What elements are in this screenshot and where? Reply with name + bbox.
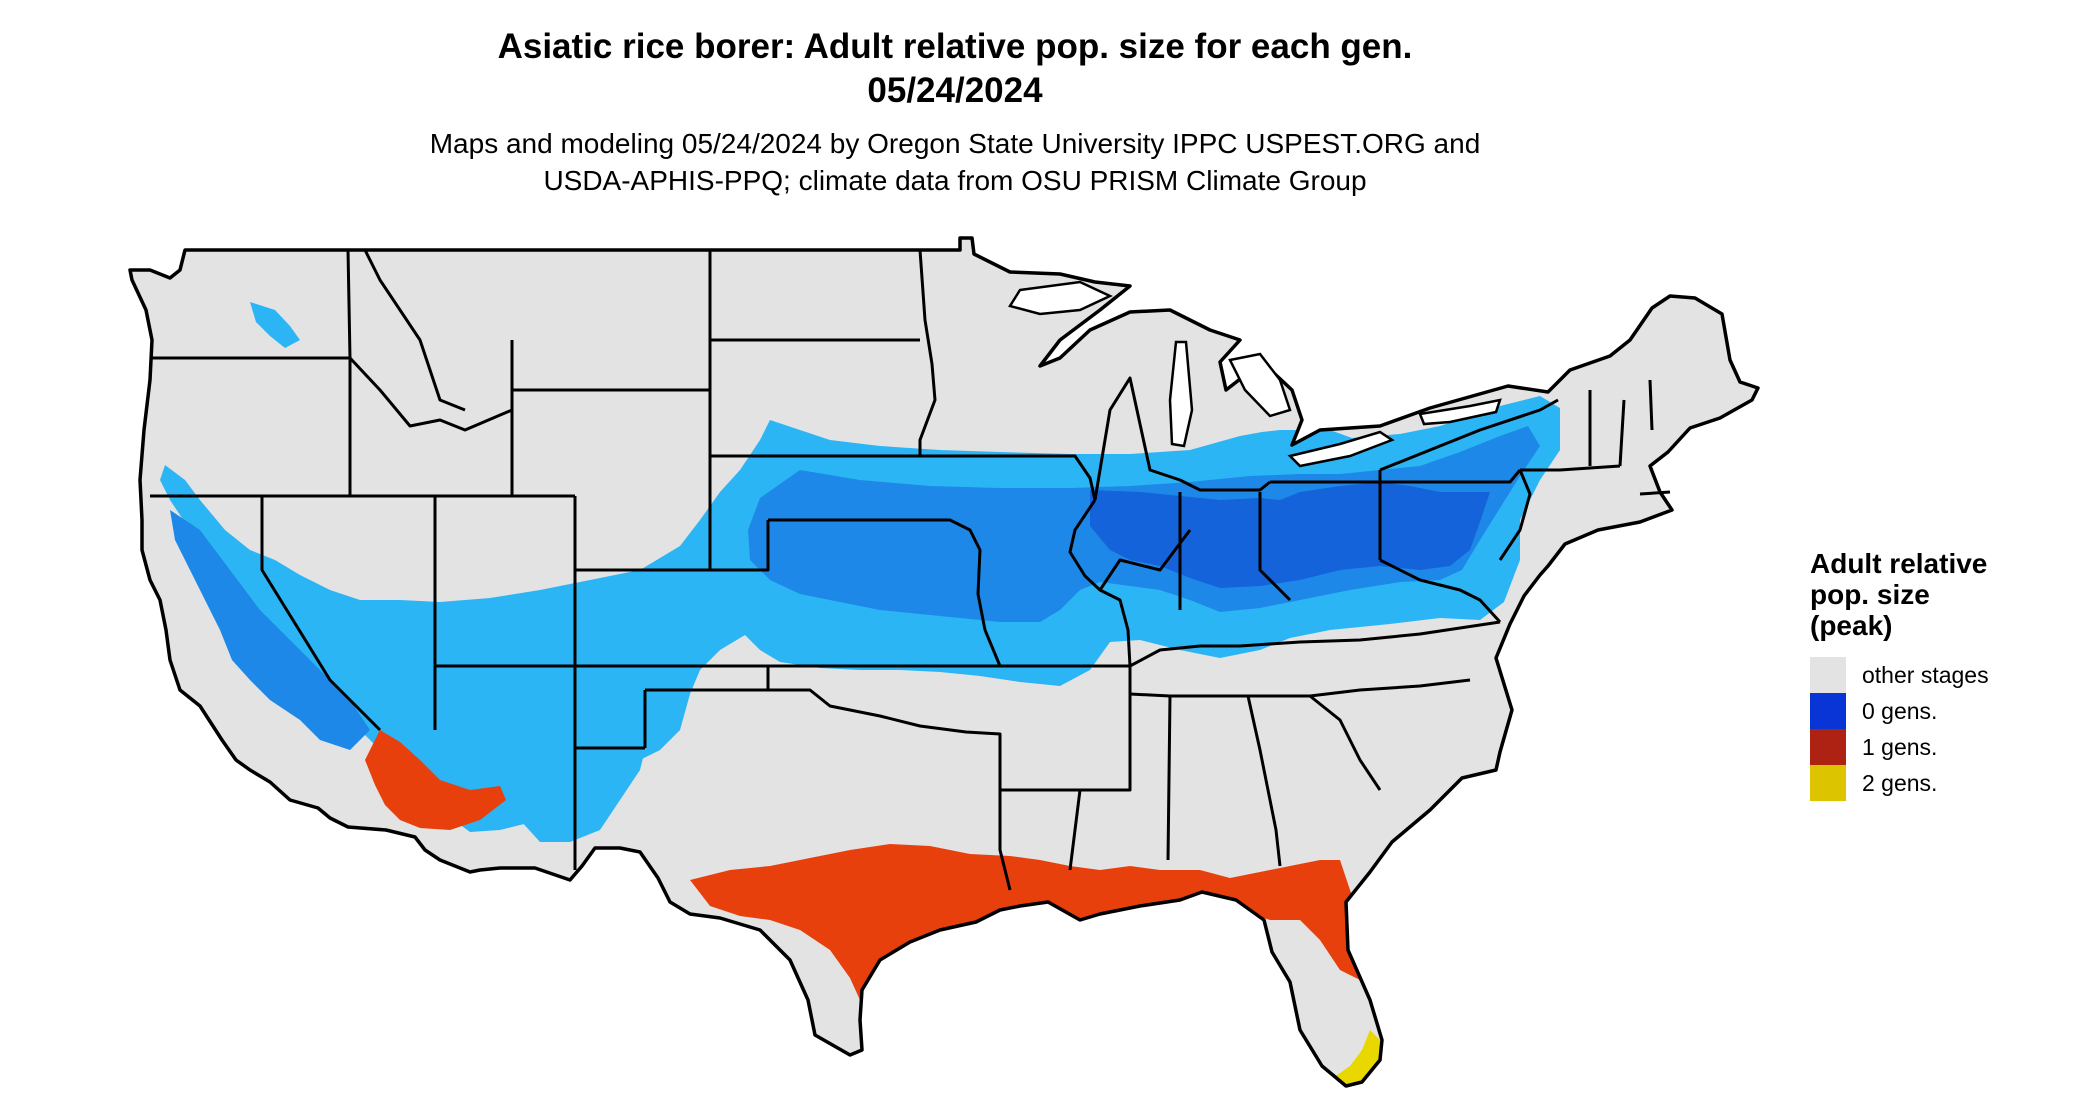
phenology-zones (160, 302, 1560, 1086)
us-outline (128, 236, 1760, 1088)
legend-swatch-2-gens (1810, 765, 1846, 801)
map-subtitle-line-2: USDA-APHIS-PPQ; climate data from OSU PR… (543, 165, 1367, 196)
state-borders (150, 249, 1671, 891)
legend-title: Adult relative pop. size (peak) (1810, 548, 2090, 641)
legend-label-2-gens: 2 gens. (1862, 769, 1938, 796)
legend-item-0-gens: 0 gens. (1810, 693, 2090, 729)
legend-title-line-3: (peak) (1810, 610, 1893, 641)
zone-blue-west (170, 510, 370, 750)
zone-blue-dark (1090, 482, 1490, 588)
zone-red-gulf (690, 844, 1370, 1020)
legend-item-2-gens: 2 gens. (1810, 765, 2090, 801)
great-lakes (1008, 280, 1502, 468)
legend-label-other-stages: other stages (1862, 661, 1989, 688)
zone-blue-washington (250, 302, 300, 348)
us-map (128, 236, 1760, 1088)
legend-swatch-other-stages (1810, 657, 1846, 693)
map-title: Asiatic rice borer: Adult relative pop. … (497, 27, 1413, 66)
legend-item-1-gens: 1 gens. (1810, 729, 2090, 765)
map-date: 05/24/2024 (867, 71, 1043, 110)
legend-swatch-0-gens (1810, 693, 1846, 729)
legend-item-other-stages: other stages (1810, 657, 2090, 693)
zone-blue-southwest (510, 620, 650, 842)
legend-swatch-1-gens (1810, 729, 1846, 765)
legend-title-line-2: pop. size (1810, 579, 1930, 610)
legend-label-0-gens: 0 gens. (1862, 697, 1938, 724)
legend: Adult relative pop. size (peak) other st… (1810, 548, 2090, 801)
legend-title-line-1: Adult relative (1810, 548, 1988, 579)
legend-label-1-gens: 1 gens. (1862, 733, 1938, 760)
map-subtitle-line-1: Maps and modeling 05/24/2024 by Oregon S… (429, 128, 1481, 159)
zone-red-southwest (365, 730, 506, 830)
